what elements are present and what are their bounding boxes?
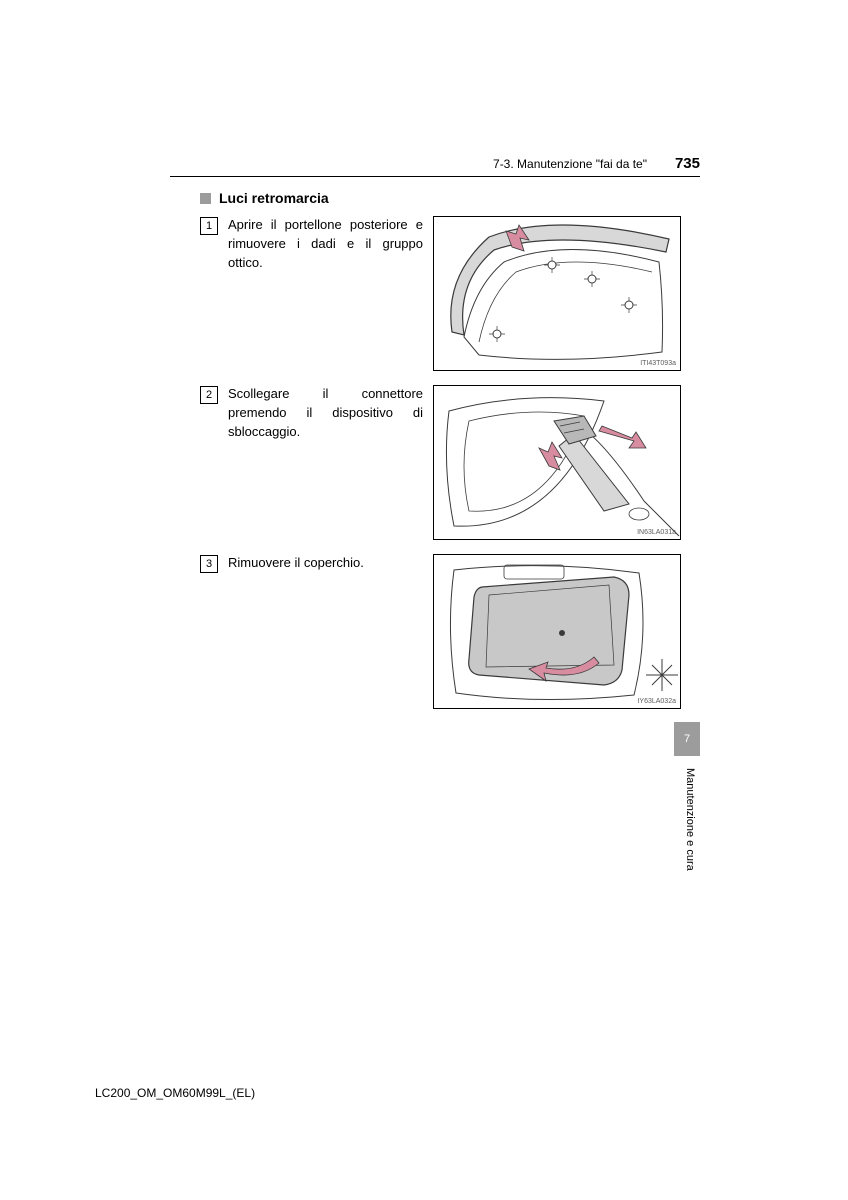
subsection-title: Luci retromarcia [219,190,329,206]
step-1: 1 Aprire il portellone posteriore e rimu… [200,216,700,371]
square-bullet-icon [200,193,211,204]
step-illustration: IN63LA031a [433,385,681,540]
content-area: Luci retromarcia 1 Aprire il portellone … [200,190,700,723]
step-illustration: ITI43T093a [433,216,681,371]
section-label: 7-3. Manutenzione "fai da te" [493,157,647,171]
image-code: IN63LA031a [637,529,676,536]
step-text: Scollegare il connettore premendo il dis… [228,385,423,442]
step-text: Rimuovere il coperchio. [228,554,423,573]
cover-illustration [434,555,681,709]
connector-illustration [434,386,681,540]
chapter-label: Manutenzione e cura [684,768,696,871]
image-code: ITI43T093a [640,360,676,367]
footer-document-code: LC200_OM_OM60M99L_(EL) [95,1086,255,1100]
tailgate-illustration [434,217,681,371]
step-number-box: 1 [200,217,218,235]
step-illustration: IY63LA032a [433,554,681,709]
step-text: Aprire il portellone posteriore e rimuov… [228,216,423,273]
chapter-number: 7 [684,733,690,745]
page-header: 7-3. Manutenzione "fai da te" 735 [170,155,700,177]
page-number: 735 [675,155,700,172]
chapter-tab: 7 [674,722,700,756]
page: 7-3. Manutenzione "fai da te" 735 Luci r… [0,0,848,1200]
image-code: IY63LA032a [637,698,676,705]
step-3: 3 Rimuovere il coperchio. [200,554,700,709]
subsection-heading: Luci retromarcia [200,190,700,206]
step-number-box: 3 [200,555,218,573]
step-number-box: 2 [200,386,218,404]
step-2: 2 Scollegare il connettore premendo il d… [200,385,700,540]
